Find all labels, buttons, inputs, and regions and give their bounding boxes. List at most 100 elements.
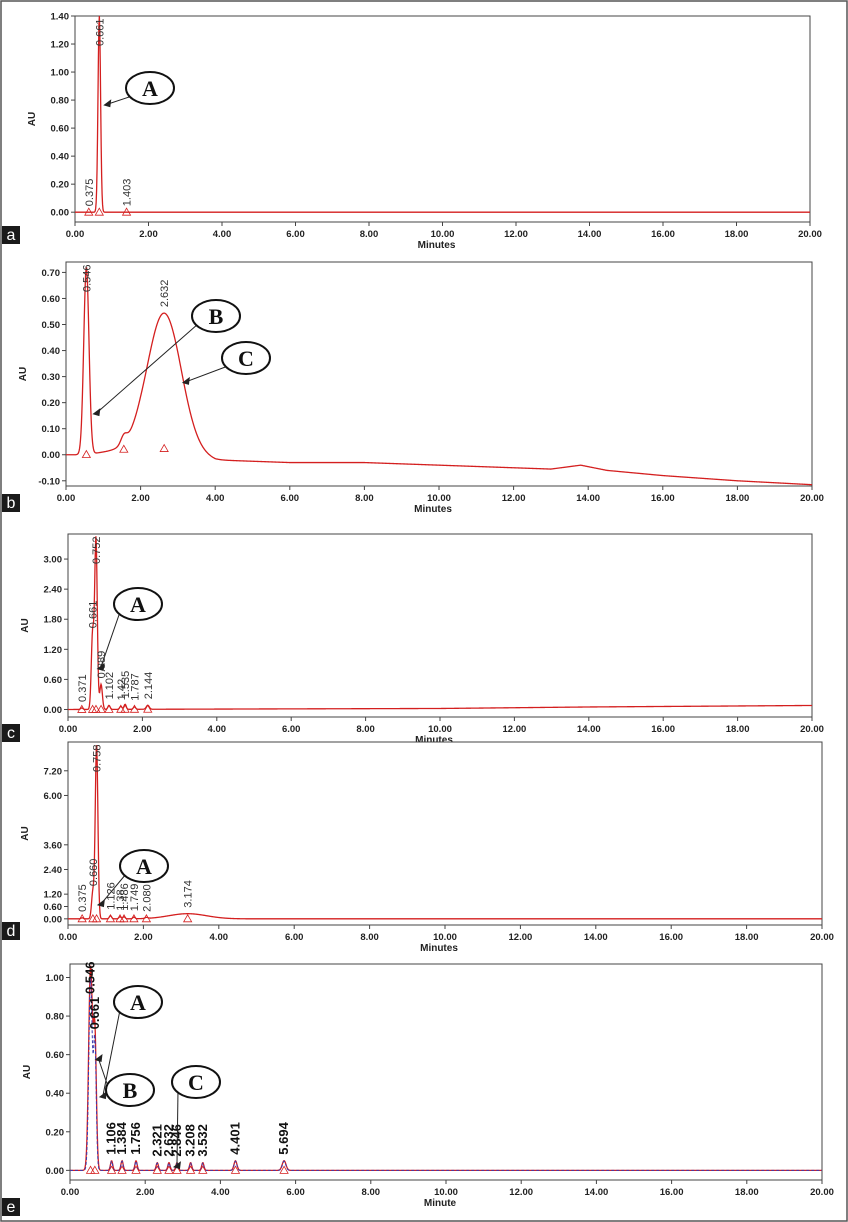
y-tick-label: 1.00 [51,68,70,79]
x-tick-label: 14.00 [585,1187,609,1198]
peak-label: 3.174 [183,880,195,908]
callout-letter: A [130,592,146,617]
y-tick-label: 2.40 [44,585,63,596]
x-tick-label: 14.00 [584,932,608,943]
y-tick-label: 0.50 [42,320,61,331]
x-tick-label: 10.00 [431,229,455,240]
y-tick-label: 0.60 [46,1050,65,1061]
x-tick-label: 14.00 [576,493,600,504]
x-tick-label: 20.00 [798,229,822,240]
callout-letter: B [123,1078,138,1103]
callout-letter: B [209,304,224,329]
panel-tag-box [2,922,20,940]
x-tick-label: 6.00 [286,1187,305,1198]
peak-label: 1.42 [116,679,128,700]
y-tick-label: 1.40 [51,12,70,23]
panel-tag-box [2,226,20,244]
peak-marker [129,914,139,923]
y-tick-label: -0.10 [38,476,60,487]
x-tick-label: 0.00 [59,932,78,943]
x-tick-label: 8.00 [360,229,379,240]
peak-label: 2.632 [159,280,171,308]
x-tick-label: 12.00 [509,1187,533,1198]
callout-arrowhead [96,663,105,672]
x-tick-label: 16.00 [659,932,683,943]
chart-panel-c: 0.00 2.00 4.00 6.00 8.00 10.00 12.00 14.00 16.00… [2,533,824,746]
peak-marker [90,1165,100,1174]
peak-label: 1.756 [128,1122,143,1155]
y-tick-label: 0.70 [42,268,61,279]
callout-circle [113,985,163,1019]
peak-label: 1.126 [105,882,117,910]
y-axis-title: AU [22,1065,33,1079]
x-tick-label: 12.00 [504,229,528,240]
peak-marker [279,1165,289,1174]
peak-marker [77,914,87,923]
callout-circle [171,1065,221,1099]
x-tick-label: 0.00 [59,724,78,735]
chromatogram-trace [66,267,813,486]
peak-label: 1.749 [129,884,141,912]
y-tick-label: 0.20 [51,180,70,191]
x-tick-label: 6.00 [285,932,304,943]
x-tick-label: 18.00 [735,932,759,943]
peak-label: 0.752 [91,536,103,564]
peak-label: 3.532 [195,1124,210,1157]
chart-panel-d: 0.00 2.00 4.00 6.00 8.00 10.00 12.00 14.00 16.00… [2,741,834,954]
x-tick-label: 6.00 [282,724,301,735]
peak-marker [105,914,116,923]
y-tick-label: 0.00 [44,914,63,925]
callout-arrowhead [92,408,101,417]
x-tick-label: 20.00 [810,1187,834,1198]
peak-label: 2.846 [169,1124,184,1157]
x-tick-label: 18.00 [725,229,749,240]
callout-circle [119,849,169,883]
x-tick-label: 12.00 [503,724,527,735]
x-tick-label: 0.00 [61,1187,80,1198]
plot-area [67,741,823,926]
x-tick-label: 8.00 [355,493,374,504]
y-axis-title: AU [20,618,31,632]
peak-label: 0.660 [88,859,100,887]
chart-panel-a: 0.00 2.00 4.00 6.00 8.00 10.00 12.00 14.00 16.00… [2,12,822,251]
x-tick-label: 0.00 [57,493,76,504]
x-tick-label: 2.00 [136,1187,155,1198]
callout-arrowhead [94,1053,103,1062]
x-tick-label: 18.00 [726,724,750,735]
peak-marker [121,207,132,216]
peak-marker [159,443,169,452]
x-tick-label: 16.00 [651,229,675,240]
peak-marker [131,1165,141,1174]
y-tick-label: 0.40 [51,152,70,163]
x-tick-label: 16.00 [651,493,675,504]
y-tick-label: 2.40 [44,865,63,876]
peak-marker [119,444,129,453]
x-tick-label: 4.00 [211,1187,230,1198]
x-tick-label: 8.00 [362,1187,381,1198]
peak-marker [106,1165,117,1174]
callout-arrow [102,1009,121,1097]
y-tick-label: 0.00 [42,450,61,461]
panel-tag-letter: d [7,923,16,940]
callout-arrow [100,873,127,905]
chart-panel-b: 0.00 2.00 4.00 6.00 8.00 10.00 12.00 14.00 16.00… [2,261,824,515]
y-tick-label: 0.00 [51,208,70,219]
y-tick-label: 0.30 [42,372,61,383]
callout-arrow [185,365,229,383]
callout-letter: A [136,854,152,879]
peak-marker [152,1165,162,1174]
x-axis-title: Minutes [420,943,458,954]
peak-marker [129,704,140,713]
y-axis-title: AU [18,367,29,381]
peak-marker [94,207,104,216]
x-tick-label: 2.00 [133,724,152,735]
peak-marker [104,704,114,713]
peak-label: 1.535 [120,671,132,699]
callout-arrowhead [96,899,105,908]
x-tick-label: 20.00 [800,493,824,504]
callout-arrowhead [98,1091,107,1100]
peak-label: 1.403 [122,179,134,207]
peak-marker [91,704,101,713]
peak-label: 1.787 [129,673,141,701]
peak-marker [96,704,106,713]
